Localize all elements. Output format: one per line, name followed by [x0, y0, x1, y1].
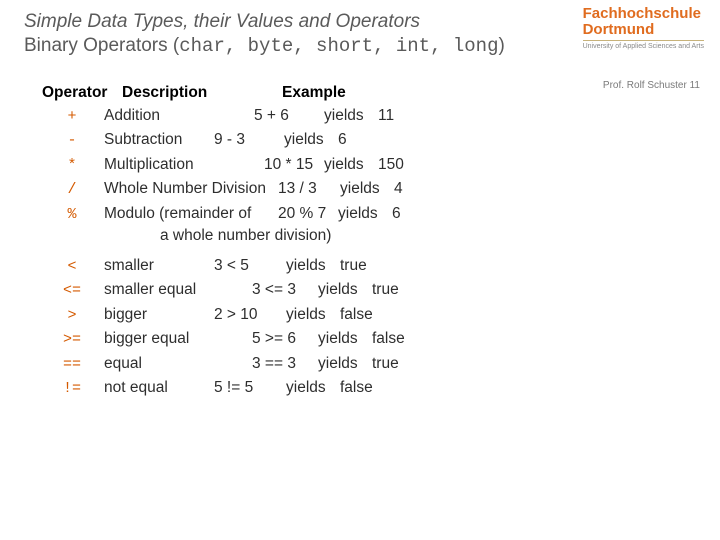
operator-table: Operator Description Example +Addition5 … — [40, 81, 696, 401]
operator-symbol: + — [40, 106, 104, 129]
example-expression: 2 > 10 — [214, 303, 286, 326]
header-example: Example — [282, 81, 352, 104]
operator-symbol: < — [40, 256, 104, 279]
logo-line1: Fachhochschule — [583, 6, 704, 22]
yields-label: yields — [324, 104, 378, 127]
logo-line2: Dortmund — [583, 22, 704, 38]
description-continuation: a whole number division) — [40, 224, 696, 247]
institution-logo: Fachhochschule Dortmund University of Ap… — [583, 6, 704, 50]
logo-line3: University of Applied Sciences and Arts — [583, 43, 704, 50]
operator-description: Whole Number Division — [104, 177, 278, 200]
example-expression: 3 == 3 — [252, 352, 318, 375]
table-row: >bigger2 > 10yieldsfalse — [40, 303, 696, 328]
slide-title: Simple Data Types, their Values and Oper… — [24, 10, 544, 59]
operator-description: smaller equal — [104, 278, 252, 301]
yields-label: yields — [340, 177, 394, 200]
title-supertitle: Simple Data Types, their Values and Oper… — [24, 11, 420, 32]
table-row: <smaller3 < 5yieldstrue — [40, 254, 696, 279]
table-row: !=not equal5 != 5yieldsfalse — [40, 376, 696, 401]
title-main: Binary Operators (char, byte, short, int… — [24, 35, 505, 56]
example-expression: 9 - 3 — [214, 128, 284, 151]
operator-symbol: / — [40, 179, 104, 202]
title-main-pre: Binary Operators ( — [24, 35, 179, 56]
logo-divider — [583, 40, 704, 41]
example-expression: 3 < 5 — [214, 254, 286, 277]
example-expression: 3 <= 3 — [252, 278, 318, 301]
table-row: +Addition5 + 6yields11 — [40, 104, 696, 129]
example-result: false — [340, 376, 384, 399]
operator-symbol: % — [40, 204, 104, 227]
table-row: *Multiplication10 * 15yields150 — [40, 153, 696, 178]
example-expression: 5 != 5 — [214, 376, 286, 399]
yields-label: yields — [318, 327, 372, 350]
example-expression: 5 >= 6 — [252, 327, 318, 350]
example-result: true — [372, 352, 416, 375]
example-result: 11 — [378, 104, 422, 127]
operator-description: smaller — [104, 254, 214, 277]
yields-label: yields — [286, 303, 340, 326]
example-result: true — [340, 254, 384, 277]
operator-symbol: != — [40, 378, 104, 401]
header-description: Description — [122, 81, 282, 104]
yields-label: yields — [286, 376, 340, 399]
author-footer: Prof. Rolf Schuster 11 — [603, 80, 700, 91]
operator-description: Modulo (remainder of — [104, 202, 278, 225]
table-row: %Modulo (remainder of20 % 7yields6 — [40, 202, 696, 227]
table-header: Operator Description Example — [40, 81, 696, 104]
title-types: char, byte, short, int, long — [179, 35, 498, 57]
yields-label: yields — [324, 153, 378, 176]
yields-label: yields — [284, 128, 338, 151]
example-expression: 5 + 6 — [254, 104, 324, 127]
operator-symbol: * — [40, 155, 104, 178]
example-result: true — [372, 278, 416, 301]
yields-label: yields — [338, 202, 392, 225]
operator-description: Addition — [104, 104, 254, 127]
operator-description: bigger equal — [104, 327, 252, 350]
operator-description: bigger — [104, 303, 214, 326]
operator-symbol: == — [40, 354, 104, 377]
example-result: false — [340, 303, 384, 326]
table-row: ==equal3 == 3yieldstrue — [40, 352, 696, 377]
table-row: -Subtraction9 - 3yields6 — [40, 128, 696, 153]
table-row: >=bigger equal5 >= 6yieldsfalse — [40, 327, 696, 352]
header-operator: Operator — [40, 81, 122, 104]
operator-description: equal — [104, 352, 252, 375]
example-result: 150 — [378, 153, 422, 176]
example-expression: 20 % 7 — [278, 202, 338, 225]
example-expression: 10 * 15 — [264, 153, 324, 176]
yields-label: yields — [286, 254, 340, 277]
operator-description: Subtraction — [104, 128, 214, 151]
table-body: +Addition5 + 6yields11-Subtraction9 - 3y… — [40, 104, 696, 401]
title-main-post: ) — [499, 35, 505, 56]
operator-symbol: <= — [40, 280, 104, 303]
table-row: <=smaller equal3 <= 3yieldstrue — [40, 278, 696, 303]
example-result: 6 — [392, 202, 436, 225]
table-row: /Whole Number Division13 / 3yields4 — [40, 177, 696, 202]
yields-label: yields — [318, 352, 372, 375]
operator-description: not equal — [104, 376, 214, 399]
example-result: 6 — [338, 128, 382, 151]
example-result: 4 — [394, 177, 438, 200]
slide: Fachhochschule Dortmund University of Ap… — [0, 0, 720, 540]
yields-label: yields — [318, 278, 372, 301]
example-expression: 13 / 3 — [278, 177, 340, 200]
example-result: false — [372, 327, 416, 350]
operator-description: Multiplication — [104, 153, 264, 176]
operator-symbol: > — [40, 305, 104, 328]
operator-symbol: >= — [40, 329, 104, 352]
operator-symbol: - — [40, 130, 104, 153]
